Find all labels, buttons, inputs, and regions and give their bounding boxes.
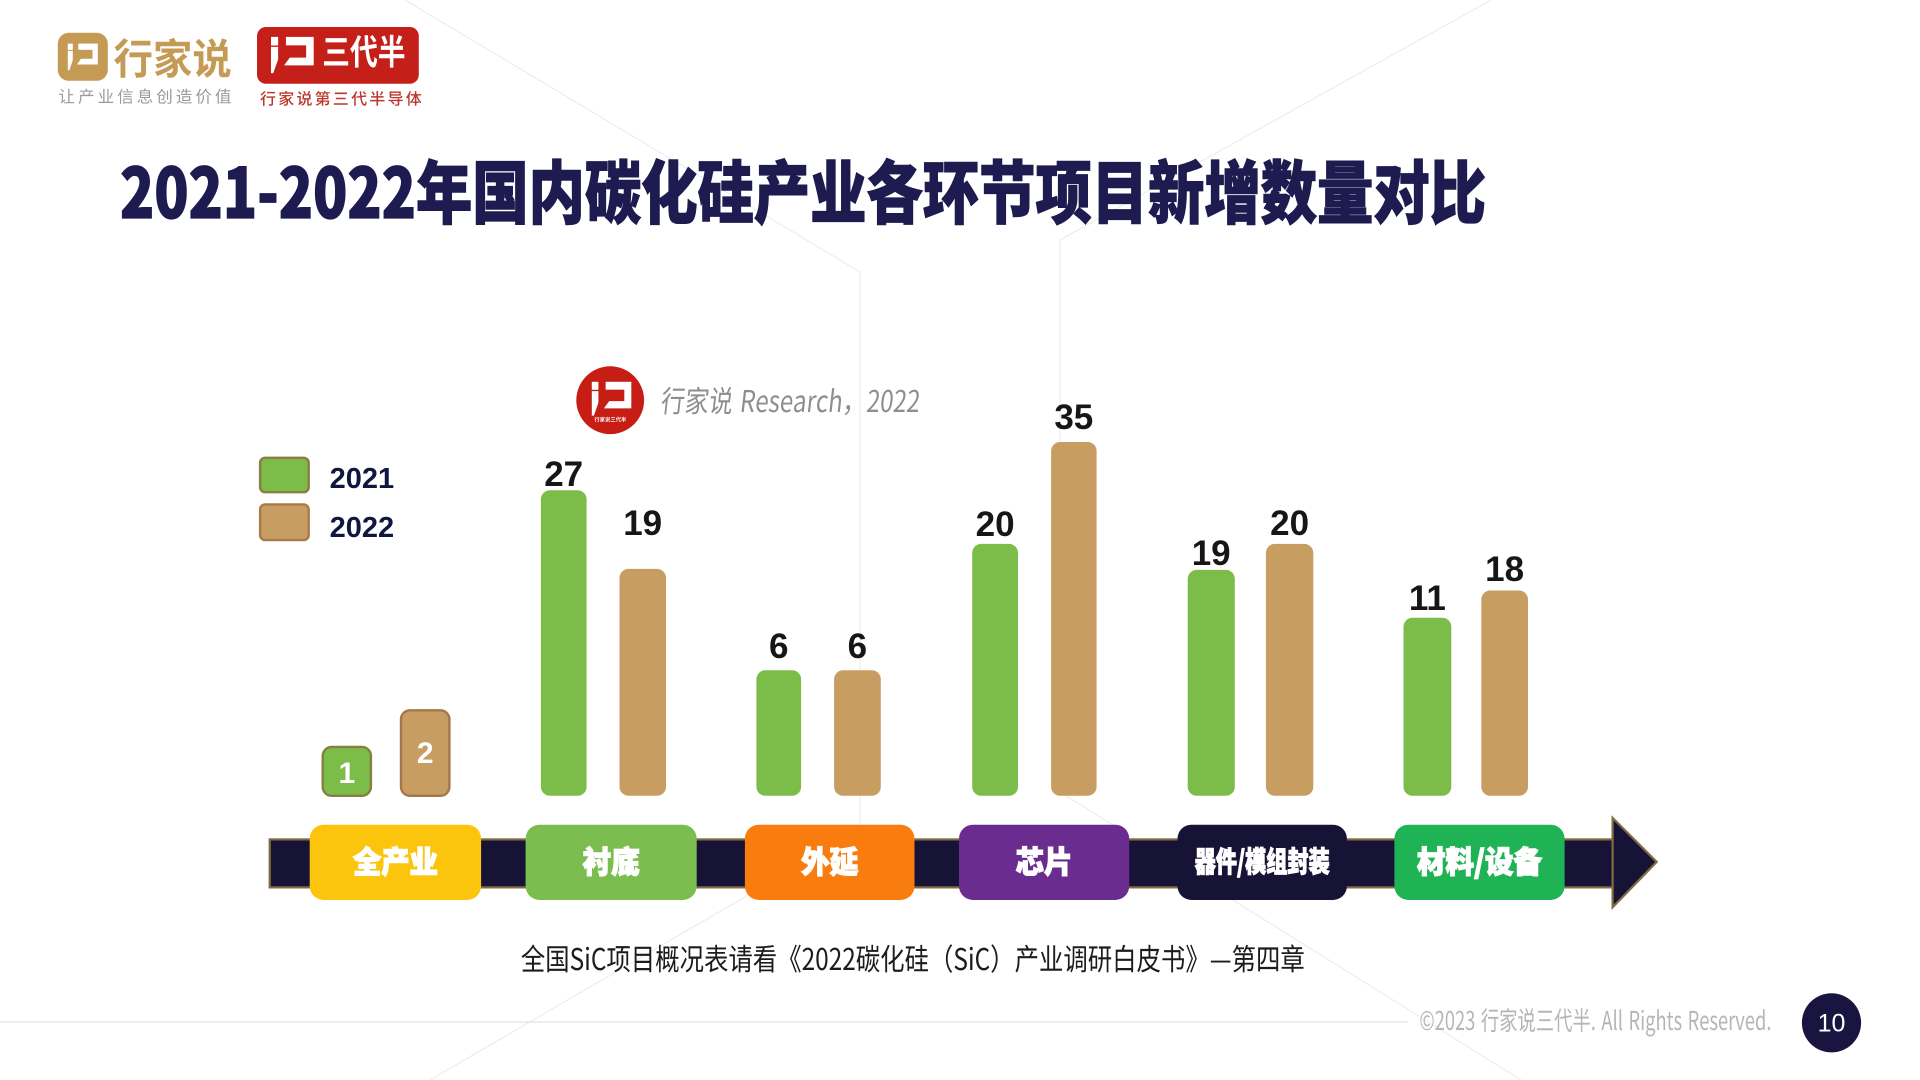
svg-text:11: 11	[1409, 579, 1446, 618]
svg-text:27: 27	[544, 455, 583, 494]
svg-text:6: 6	[848, 627, 867, 666]
svg-text:18: 18	[1485, 550, 1524, 589]
svg-text:1: 1	[338, 757, 355, 790]
svg-text:20: 20	[1270, 504, 1309, 543]
svg-text:35: 35	[1054, 398, 1093, 437]
svg-text:6: 6	[769, 627, 788, 666]
svg-text:19: 19	[623, 504, 662, 543]
svg-text:2022: 2022	[330, 512, 395, 544]
svg-text:19: 19	[1192, 534, 1231, 573]
svg-text:2021: 2021	[330, 463, 395, 495]
svg-text:10: 10	[1818, 1010, 1846, 1038]
svg-text:20: 20	[976, 505, 1015, 544]
svg-text:2: 2	[417, 737, 434, 770]
